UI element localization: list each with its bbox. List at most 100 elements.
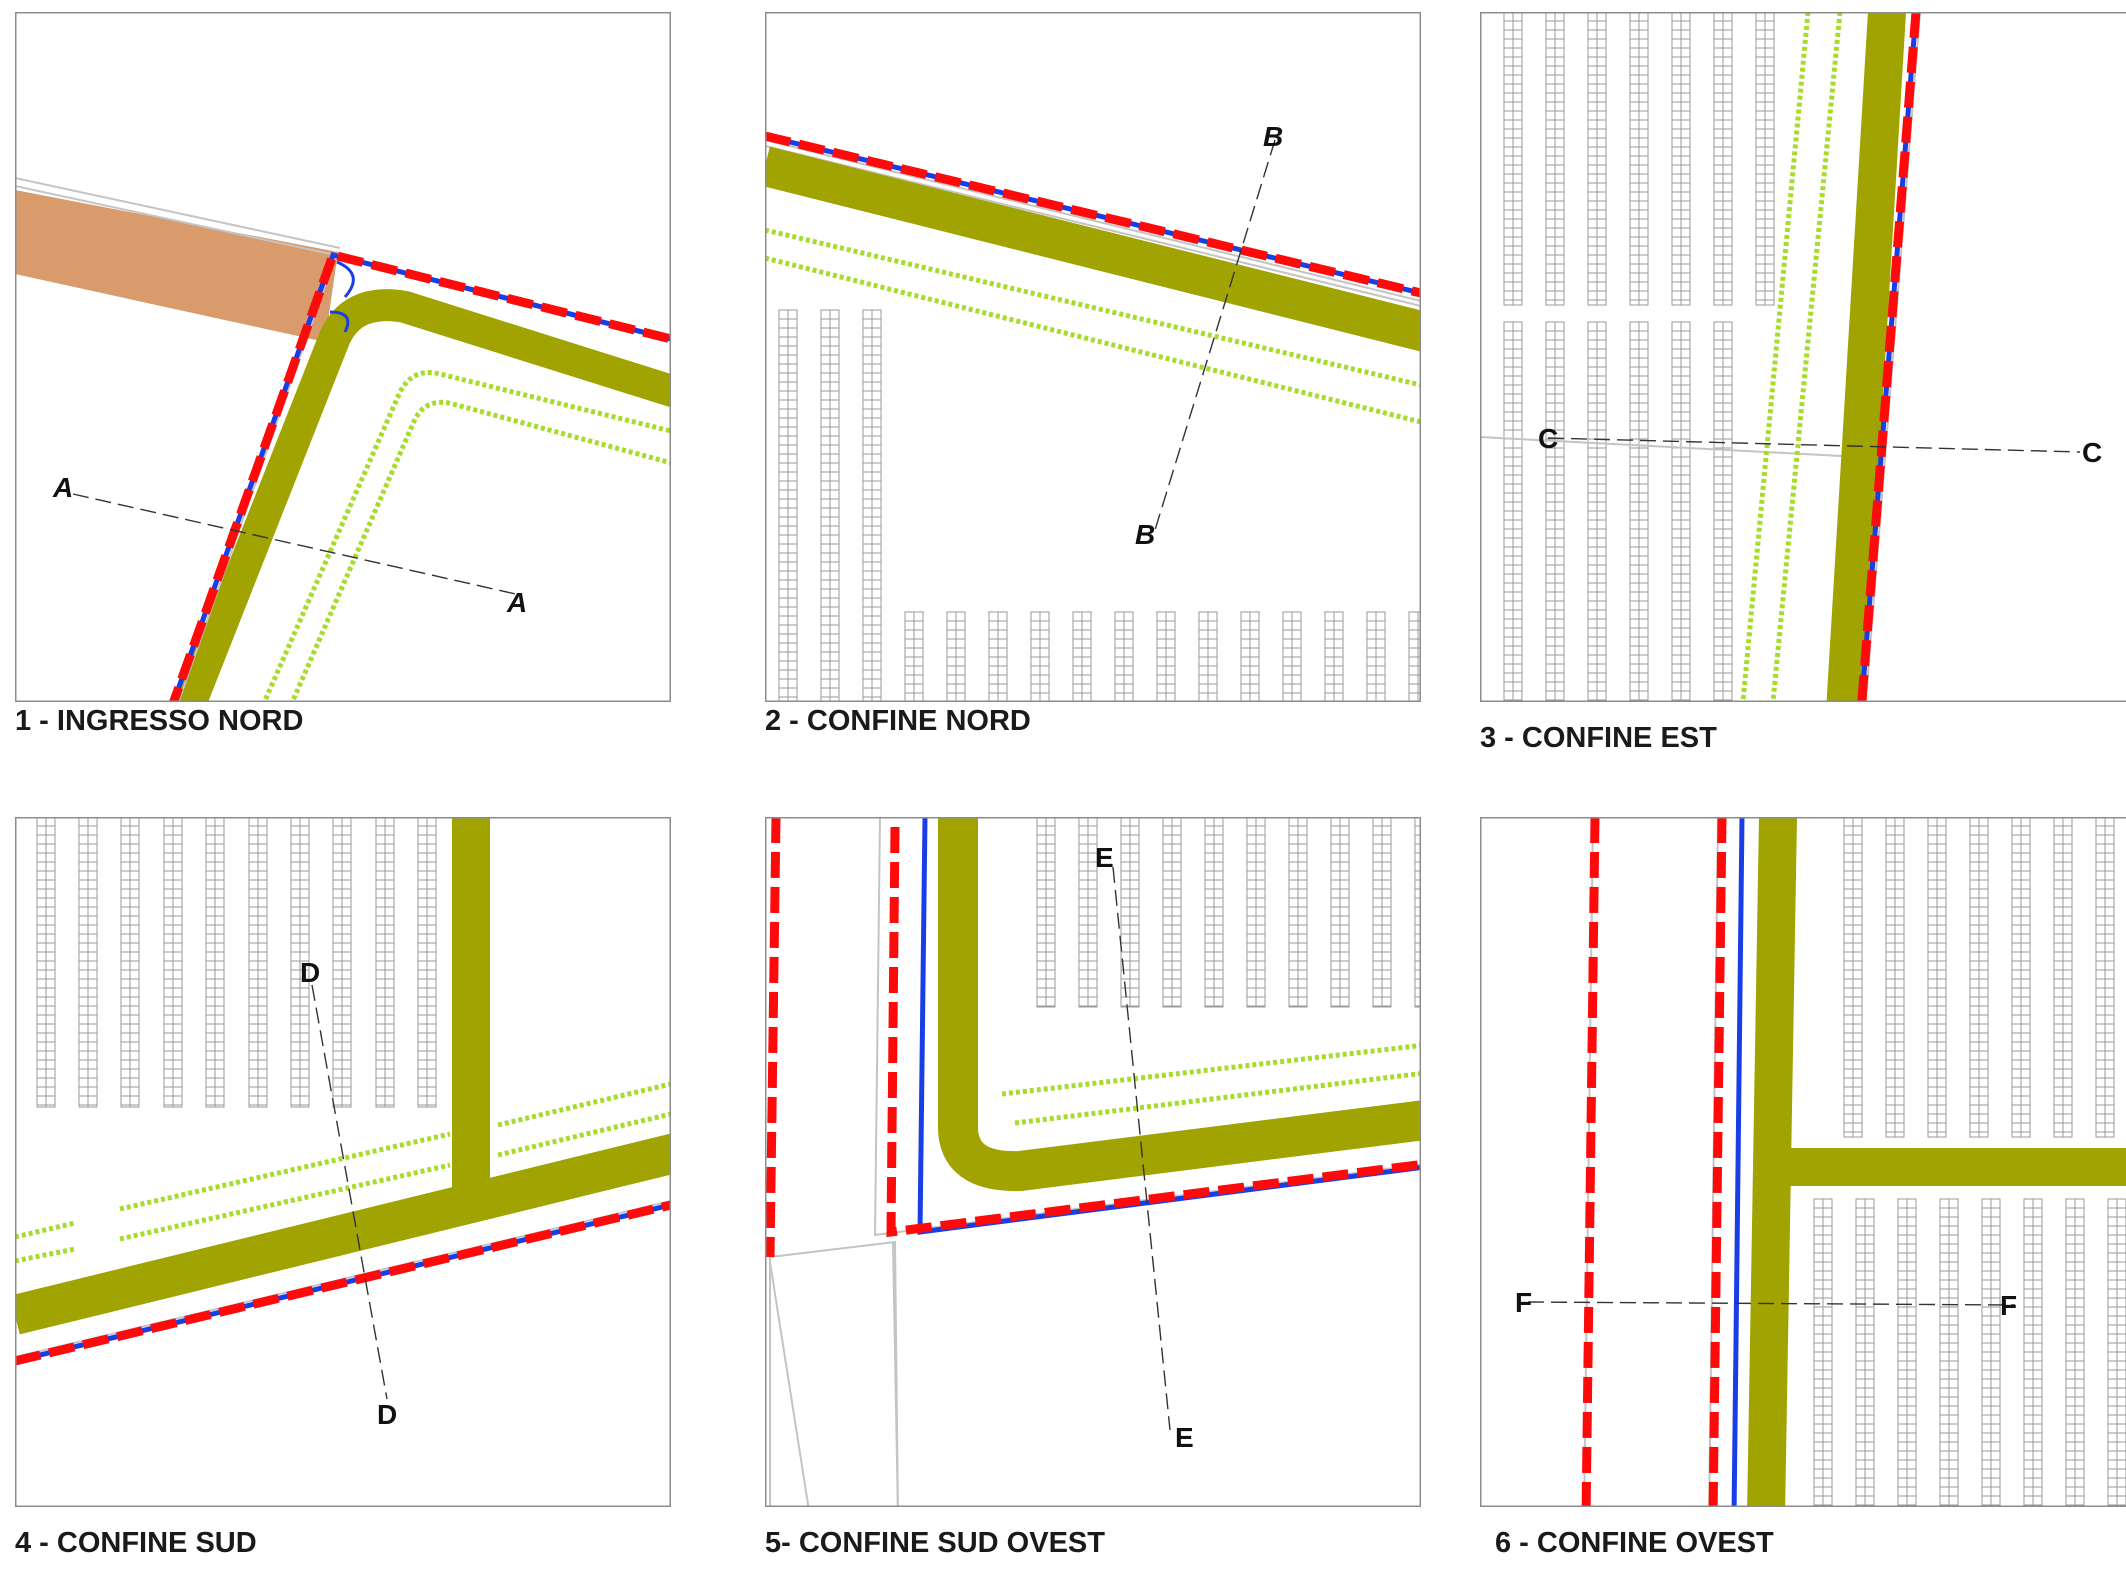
pv-column	[1813, 817, 1863, 1507]
pv-column	[1204, 817, 1224, 1008]
pv-array	[1036, 817, 1421, 1008]
panel-confine-nord: B B	[765, 12, 1421, 702]
pv-column	[1671, 12, 1691, 702]
pv-column	[1855, 817, 1905, 1507]
pv-column	[1288, 817, 1308, 1008]
internal-road	[173, 289, 671, 702]
section-label: B	[1263, 121, 1283, 152]
plan-view-1: A A	[15, 12, 671, 702]
hedge-row	[1001, 1042, 1421, 1097]
property-line	[765, 139, 1421, 303]
pv-column	[1587, 12, 1607, 702]
internal-road	[938, 817, 1421, 1192]
internal-road	[1747, 817, 1797, 1507]
section-label: E	[1175, 1422, 1194, 1453]
pv-column	[1414, 817, 1421, 1008]
pv-column	[1629, 12, 1649, 702]
hedge-row	[765, 255, 1421, 425]
panel-frame	[15, 817, 671, 1507]
panel-confine-sud: D D	[15, 817, 671, 1507]
hedge-row	[261, 370, 671, 702]
panel-frame	[15, 12, 671, 702]
section-label: C	[2082, 437, 2102, 468]
boundary-blue	[1731, 817, 1745, 1507]
property-line	[15, 185, 341, 257]
section-label: D	[300, 957, 320, 988]
plan-view-2: B B	[765, 12, 1421, 702]
pv-array	[778, 309, 1421, 702]
panel-confine-est: C C	[1480, 12, 2126, 702]
pv-array	[36, 817, 437, 1108]
section-line-d	[311, 984, 388, 1400]
internal-road	[765, 146, 1421, 352]
hedge-row	[15, 1246, 76, 1264]
hedge-row	[15, 1220, 76, 1240]
property-line	[1583, 817, 1594, 1507]
boundary-red	[765, 817, 781, 1258]
pv-column	[1246, 817, 1266, 1008]
plan-view-4: D D	[15, 817, 671, 1507]
panel-caption: 3 - CONFINE EST	[1480, 722, 1717, 754]
pv-column	[248, 817, 268, 1108]
hedge-row	[119, 1162, 451, 1242]
plan-view-6: F F	[1480, 817, 2126, 1507]
pv-column	[778, 309, 798, 702]
property-line	[1480, 436, 1861, 458]
pv-column	[1036, 817, 1056, 1008]
panel-frame	[765, 12, 1421, 702]
access-road	[15, 190, 338, 342]
property-line	[892, 1241, 899, 1507]
pv-column	[290, 817, 310, 1108]
hedge-row	[765, 227, 1421, 388]
hedge-row	[1740, 12, 1811, 702]
pv-column	[1897, 817, 1947, 1507]
panel-caption: 1 - INGRESSO NORD	[15, 705, 304, 737]
internal-road	[15, 1133, 671, 1335]
pv-column	[120, 817, 140, 1108]
panel-caption: 4 - CONFINE SUD	[15, 1527, 257, 1559]
pv-column	[2107, 1198, 2126, 1507]
panel-caption: 2 - CONFINE NORD	[765, 705, 1031, 737]
gate-icon	[329, 260, 355, 333]
panel-ingresso-nord: A A	[15, 12, 671, 702]
pv-column	[1545, 12, 1565, 702]
section-label: C	[1538, 423, 1558, 454]
section-label: A	[506, 587, 527, 618]
panel-frame	[1480, 817, 2126, 1507]
section-line-f	[1527, 1301, 2016, 1306]
pv-column	[78, 817, 98, 1108]
boundary-red	[15, 1200, 671, 1366]
plan-view-5: E E	[765, 817, 1421, 1507]
internal-road	[1826, 12, 1906, 702]
pv-column	[2023, 817, 2073, 1507]
boundary-red	[765, 131, 1421, 298]
section-label: A	[52, 472, 73, 503]
pv-column	[1939, 817, 1989, 1507]
pv-column	[1372, 817, 1392, 1008]
panel-confine-sud-ovest: E E	[765, 817, 1421, 1507]
hedge-row	[119, 1131, 451, 1212]
plan-view-3: C C	[1480, 12, 2126, 702]
pv-column	[862, 309, 882, 702]
hedge-row	[1014, 1070, 1421, 1126]
pv-column	[1330, 817, 1350, 1008]
pv-column	[205, 817, 225, 1108]
pv-column	[1503, 12, 1523, 702]
hedge-row	[1770, 12, 1843, 702]
boundary-red	[1857, 12, 1921, 702]
boundary-red	[886, 826, 1421, 1238]
pv-column	[1120, 817, 1140, 1008]
pv-column	[1755, 12, 1775, 306]
section-label: D	[377, 1399, 397, 1430]
pv-row	[904, 611, 1421, 702]
property-line	[769, 1261, 810, 1507]
panel-caption: 5- CONFINE SUD OVEST	[765, 1527, 1105, 1559]
section-line-c	[1547, 437, 2081, 453]
section-line-a	[72, 493, 521, 596]
section-line-e	[1112, 866, 1171, 1431]
property-line	[769, 1240, 899, 1507]
section-label: F	[2000, 1290, 2017, 1321]
hedge-row	[497, 1081, 671, 1128]
panel-confine-ovest: F F	[1480, 817, 2126, 1507]
panel-frame	[765, 817, 1421, 1507]
